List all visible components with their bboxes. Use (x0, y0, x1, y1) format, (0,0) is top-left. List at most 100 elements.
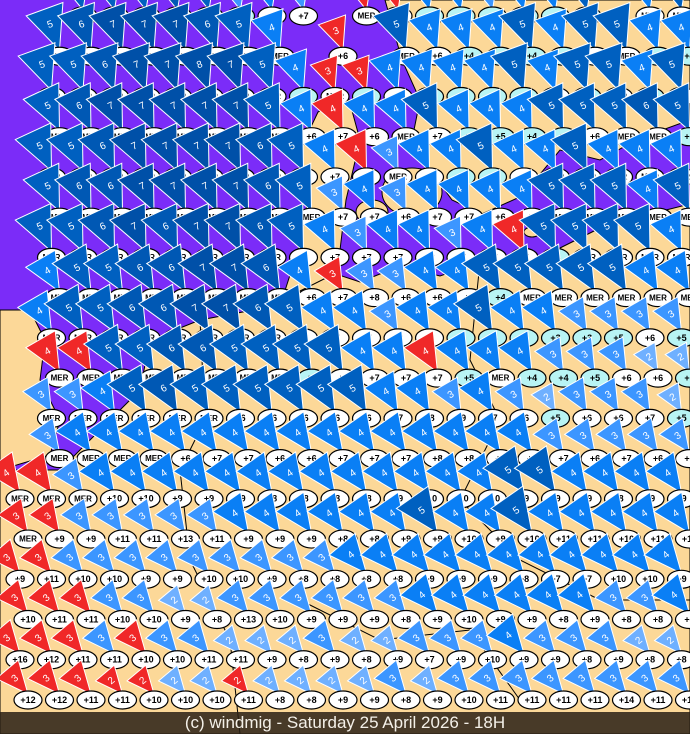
wind-arrow: 4 (266, 451, 305, 494)
wind-arrow: 7 (88, 1, 127, 52)
temperature-label: +6 (590, 453, 600, 463)
wind-arrow: 4 (611, 532, 651, 575)
wind-arrow: 4 (180, 410, 218, 454)
wind-triangle-icon (206, 41, 245, 92)
wind-force-label: 3 (191, 552, 203, 564)
temperature-label: MER (649, 213, 667, 222)
station: 3 +9 (302, 618, 350, 670)
temperature-oval (202, 609, 232, 630)
wind-force-label: 7 (193, 140, 203, 153)
wind-triangle-icon (533, 336, 565, 374)
wind-triangle-icon (455, 451, 494, 494)
temperature-oval (288, 6, 319, 26)
station: 3 +11 (467, 659, 516, 710)
wind-triangle-icon (88, 1, 127, 52)
wind-triangle-icon (25, 1, 64, 52)
wind-arrow: 3 (499, 659, 533, 695)
wind-arrow: 6 (182, 1, 221, 52)
wind-arrow: 4 (369, 410, 407, 454)
wind-force-label: 4 (43, 265, 54, 278)
wind-triangle-icon (586, 128, 620, 173)
temperature-label: +8 (645, 655, 655, 665)
wind-arrow: 4 (431, 48, 465, 92)
wind-arrow: 4 (300, 289, 336, 333)
temperature-label: +7 (432, 212, 442, 222)
wind-arrow: 3 (562, 659, 596, 695)
temperature-label: +5 (464, 373, 474, 383)
wind-arrow: 4 (580, 532, 620, 575)
wind-arrow: 4 (491, 209, 525, 253)
wind-triangle-icon (562, 659, 596, 695)
station: 3+7 (280, 0, 319, 26)
wind-force-label: 4 (643, 184, 653, 197)
station: 2 +9 (244, 624, 287, 670)
wind-force-label: 7 (161, 140, 171, 153)
wind-arrow: 3 (596, 336, 628, 374)
station: 4 MER (117, 410, 169, 469)
wind-force-label: 5 (43, 100, 53, 113)
wind-force-label: 3 (610, 430, 621, 442)
wind-force-label: 4 (450, 427, 461, 439)
wind-arrow: 3 (50, 618, 84, 655)
wind-triangle-icon (0, 618, 21, 655)
wind-arrow: 5 (14, 122, 53, 173)
wind-triangle-icon (119, 1, 158, 52)
wind-triangle-icon (549, 122, 588, 173)
wind-force-label: 4 (482, 508, 493, 520)
wind-arrow: 4 (495, 410, 533, 454)
wind-triangle-icon (470, 7, 505, 52)
temperature-oval (202, 690, 232, 710)
wind-arrow: 7 (116, 82, 155, 132)
temperature-label: MER (389, 173, 407, 182)
wind-force-label: 5 (46, 19, 55, 31)
wind-arrow: 5 (460, 243, 502, 293)
wind-arrow: 4 (439, 7, 473, 52)
wind-arrow: 3 (217, 0, 247, 12)
temperature-label: +7 (212, 453, 222, 463)
wind-arrow: 5 (74, 283, 116, 333)
wind-triangle-icon (145, 243, 187, 293)
wind-force-label: 5 (104, 342, 115, 355)
wind-arrow: 4 (211, 491, 250, 535)
wind-force-label: 4 (297, 103, 307, 116)
wind-triangle-icon (431, 48, 465, 92)
wind-arrow: 4 (468, 168, 502, 213)
wind-force-label: 4 (598, 549, 610, 561)
wind-force-label: 4 (541, 143, 551, 156)
wind-force-label: 2 (350, 635, 362, 647)
wind-triangle-icon (275, 624, 305, 655)
wind-triangle-icon (654, 249, 690, 293)
station: 4 +3 (520, 289, 571, 348)
temperature-label: +6 (495, 212, 505, 222)
wind-arrow: 3 (593, 578, 628, 615)
wind-arrow: 4 (368, 48, 402, 92)
wind-arrow: 5 (513, 444, 557, 494)
wind-arrow: 2 (283, 664, 313, 695)
wind-force-label: 2 (232, 675, 244, 687)
wind-triangle-icon (51, 457, 84, 494)
wind-triangle-icon (338, 215, 368, 253)
wind-arrow: 3 (658, 416, 690, 454)
wind-force-label: 5 (190, 383, 201, 396)
wind-force-label: 3 (137, 510, 148, 522)
wind-triangle-icon (550, 451, 588, 494)
wind-force-label: 7 (224, 140, 234, 153)
station: 3 +11 (625, 659, 673, 710)
wind-force-label: 4 (480, 589, 492, 601)
wind-arrow: 7 (177, 243, 218, 293)
station: 3 +10 (176, 538, 224, 589)
station: 3 +14 (593, 659, 642, 710)
temperature-label: +9 (424, 574, 434, 584)
temperature-label: +4 (464, 51, 474, 61)
wind-force-label: 4 (104, 427, 115, 439)
wind-force-label: 4 (482, 427, 493, 439)
wind-arrow: 5 (45, 122, 84, 173)
temperature-label: +7 (338, 212, 348, 222)
temperature-label: MER (618, 132, 636, 141)
wind-force-label: 3 (600, 632, 612, 644)
station: 2 +11 (212, 624, 256, 670)
wind-triangle-icon (111, 41, 150, 92)
wind-triangle-icon (116, 82, 155, 132)
wind-triangle-icon (378, 175, 407, 213)
wind-force-label: 4 (517, 184, 527, 197)
